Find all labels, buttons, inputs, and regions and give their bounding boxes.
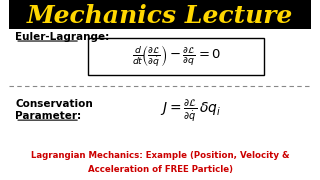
- Text: $J = \frac{\partial \mathcal{L}}{\partial \dot{q}}\, \delta q_i$: $J = \frac{\partial \mathcal{L}}{\partia…: [160, 98, 221, 124]
- Text: Conservation: Conservation: [15, 100, 93, 109]
- Text: Euler-Lagrange:: Euler-Lagrange:: [15, 32, 109, 42]
- FancyBboxPatch shape: [88, 38, 264, 75]
- Text: $\frac{d}{dt}\!\left(\frac{\partial \mathcal{L}}{\partial \dot{q}}\right) - \fra: $\frac{d}{dt}\!\left(\frac{\partial \mat…: [132, 43, 221, 69]
- Text: Mechanics Lecture: Mechanics Lecture: [27, 3, 293, 28]
- Text: Lagrangian Mechanics: Example (Position, Velocity &: Lagrangian Mechanics: Example (Position,…: [31, 151, 289, 160]
- Text: Acceleration of FREE Particle): Acceleration of FREE Particle): [87, 165, 233, 174]
- FancyBboxPatch shape: [9, 0, 311, 29]
- Text: Parameter:: Parameter:: [15, 111, 81, 121]
